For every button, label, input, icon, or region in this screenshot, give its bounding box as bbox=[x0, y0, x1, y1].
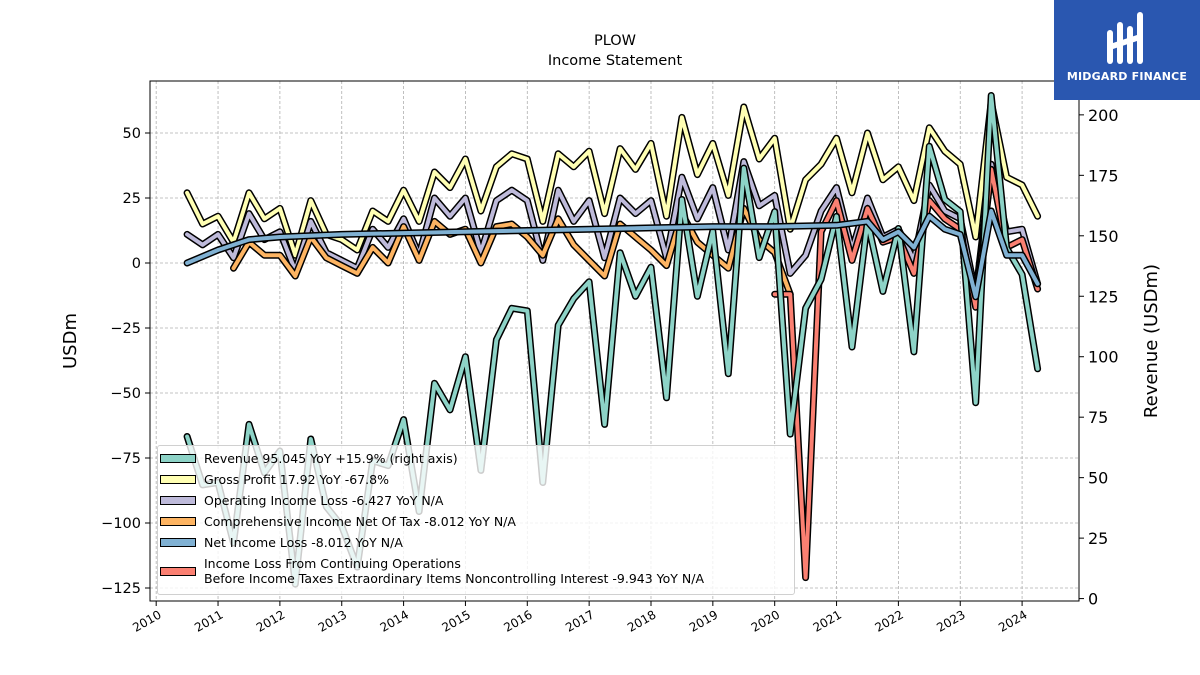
y2-axis-label: Revenue (USDm) bbox=[1141, 264, 1162, 418]
chart-legend: Revenue 95.045 YoY +15.9% (right axis) G… bbox=[157, 445, 795, 595]
y2-tick-label: 150 bbox=[1088, 227, 1119, 246]
y-tick-label: −50 bbox=[110, 386, 141, 402]
y2-tick-label: 0 bbox=[1088, 590, 1098, 609]
y2-tick-label: 200 bbox=[1088, 106, 1119, 125]
x-tick-label: 2019 bbox=[687, 607, 720, 634]
brand-mark-icon bbox=[1107, 12, 1143, 64]
legend-swatch-pretax-income bbox=[160, 567, 196, 576]
x-tick-label: 2013 bbox=[316, 607, 349, 634]
y2-tick-label: 125 bbox=[1088, 287, 1119, 306]
x-tick-label: 2010 bbox=[130, 607, 163, 634]
left-axis: 50 25 0 −25 −50 −75 −100 −125 bbox=[101, 126, 150, 597]
x-tick-label: 2018 bbox=[625, 607, 658, 634]
y2-tick-label: 50 bbox=[1088, 469, 1108, 488]
legend-swatch-operating-income bbox=[160, 496, 196, 505]
y-tick-label: −75 bbox=[110, 451, 141, 467]
legend-label-pretax-income-line1: Income Loss From Continuing Operations bbox=[204, 556, 461, 571]
legend-label-revenue: Revenue 95.045 YoY +15.9% (right axis) bbox=[204, 451, 458, 466]
x-tick-label: 2023 bbox=[934, 607, 967, 634]
x-tick-label: 2024 bbox=[996, 607, 1029, 634]
brand-name: MIDGARD FINANCE bbox=[1066, 70, 1188, 83]
y2-tick-label: 175 bbox=[1088, 166, 1119, 185]
x-tick-label: 2014 bbox=[378, 607, 411, 634]
series-line bbox=[185, 209, 1040, 299]
right-axis: 200 175 150 125 100 75 50 25 0 bbox=[1079, 106, 1119, 609]
y-tick-label: 50 bbox=[123, 126, 141, 142]
legend-swatch-gross-profit bbox=[160, 475, 196, 484]
brand-logo: MIDGARD FINANCE bbox=[1054, 0, 1200, 100]
x-tick-label: 2011 bbox=[192, 607, 225, 634]
legend-label-net-income: Net Income Loss -8.012 YoY N/A bbox=[204, 535, 403, 550]
y2-tick-label: 100 bbox=[1088, 348, 1119, 367]
legend-swatch-net-income bbox=[160, 538, 196, 547]
y2-tick-label: 25 bbox=[1088, 529, 1108, 548]
plot-frame bbox=[149, 80, 1080, 602]
series-net bbox=[183, 207, 1042, 301]
y2-tick-label: 75 bbox=[1088, 408, 1108, 427]
chart-title: PLOW bbox=[593, 33, 637, 49]
x-tick-label: 2016 bbox=[501, 607, 534, 634]
legend-label-operating-income: Operating Income Loss -6.427 YoY N/A bbox=[204, 493, 444, 508]
y-axis-label: USDm bbox=[60, 313, 81, 369]
x-tick-label: 2022 bbox=[872, 607, 905, 634]
legend-swatch-comprehensive-income bbox=[160, 517, 196, 526]
y-tick-label: −25 bbox=[110, 321, 141, 337]
chart-subtitle: Income Statement bbox=[547, 53, 683, 69]
series-comprehensive bbox=[230, 204, 794, 298]
x-axis: 2010 2011 2012 2013 2014 2015 2016 2017 2018 2019… bbox=[130, 601, 1030, 635]
x-tick-label: 2017 bbox=[563, 607, 596, 634]
series-line bbox=[231, 206, 793, 297]
series-layer bbox=[183, 92, 1042, 588]
x-tick-label: 2015 bbox=[439, 607, 472, 634]
legend-swatch-revenue bbox=[160, 454, 196, 463]
x-tick-label: 2021 bbox=[811, 607, 844, 634]
legend-label-gross-profit: Gross Profit 17.92 YoY -67.8% bbox=[204, 472, 389, 487]
legend-label-pretax-income-line2: Before Income Taxes Extraordinary Items … bbox=[204, 571, 705, 586]
y-tick-label: 0 bbox=[132, 256, 141, 272]
y-tick-label: −125 bbox=[101, 581, 141, 597]
legend-label-comprehensive-income: Comprehensive Income Net Of Tax -8.012 Y… bbox=[204, 514, 516, 529]
x-tick-label: 2020 bbox=[749, 607, 782, 634]
y-tick-label: −100 bbox=[101, 516, 141, 532]
y-tick-label: 25 bbox=[123, 191, 141, 207]
x-tick-label: 2012 bbox=[254, 607, 287, 634]
